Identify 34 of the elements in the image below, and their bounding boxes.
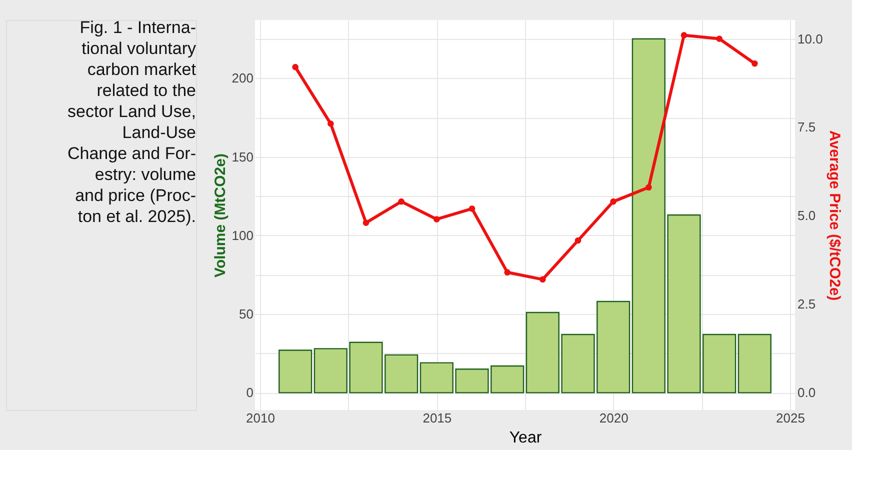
y2-axis-title: Average Price ($/tCO2e) [826, 130, 843, 301]
y-tick-label: 0 [246, 385, 254, 400]
point [362, 220, 370, 226]
bar [278, 350, 312, 394]
point [292, 64, 298, 70]
point [680, 32, 688, 38]
text: Fig. 1 - Interna- tional voluntary carbon market related to the sector Land Use, Land-Use Change and For- estry: volume and price (Proc- ton et al. 2025). [67, 18, 196, 226]
point [434, 216, 440, 222]
point [328, 120, 334, 127]
point [716, 36, 722, 42]
point [752, 60, 758, 67]
point [646, 184, 652, 191]
y-tick-label: 100 [232, 228, 254, 243]
y-tick-label: 200 [232, 70, 254, 86]
point [574, 237, 582, 244]
y2-tick-label: 5.0 [798, 208, 816, 224]
bar [738, 334, 772, 394]
y2-tick-label: 10.0 [798, 31, 823, 46]
point [610, 198, 616, 205]
y-tick-label: 150 [232, 149, 254, 164]
x-tick-label: 2025 [776, 410, 805, 426]
y2-tick-label: 0.0 [798, 385, 816, 400]
y-axis-title: Volume (MtCO2e) [212, 154, 229, 278]
y2-tick-label: 7.5 [798, 120, 816, 135]
x-tick-label: 2015 [422, 410, 452, 426]
x-axis-title: Year [509, 430, 542, 446]
x-tick-label: 2010 [246, 410, 275, 426]
x-tick-label: 2020 [599, 410, 628, 426]
point [468, 205, 476, 212]
y2-tick-label: 2.5 [798, 296, 816, 312]
point [398, 198, 404, 205]
point [504, 269, 510, 276]
y-tick-label: 50 [239, 306, 254, 322]
point [540, 276, 546, 283]
